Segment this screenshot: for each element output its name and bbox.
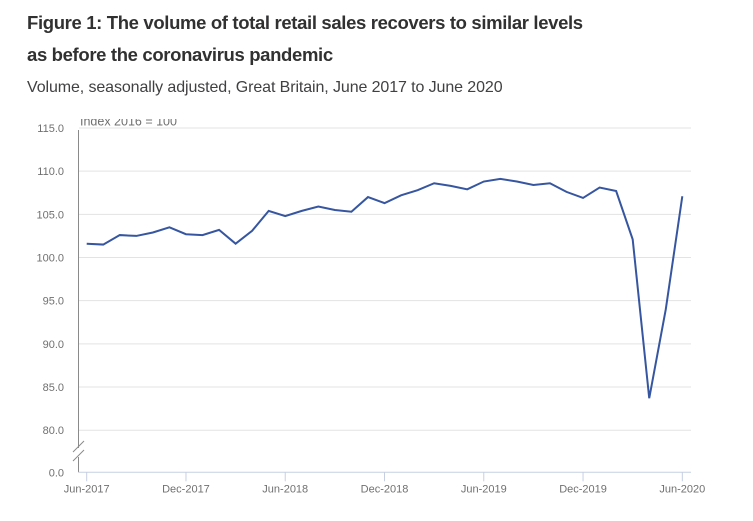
x-tick-label: Jun-2019	[461, 483, 507, 495]
data-point: Feb-2020: 107.7	[613, 188, 619, 194]
chart-title: Figure 1: The volume of total retail sal…	[27, 7, 727, 71]
y-tick-label: 110.0	[37, 166, 64, 178]
data-point: Jul-2018: 105.4	[299, 208, 305, 214]
chart-title-line-2: as before the coronavirus pandemic	[27, 44, 333, 65]
chart-subtitle: Volume, seasonally adjusted, Great Brita…	[27, 79, 503, 96]
data-point: Jan-2020: 108.1	[597, 185, 603, 191]
axis-break-mark	[72, 440, 85, 453]
data-point: Dec-2019: 106.9	[580, 195, 586, 201]
data-point: Nov-2018: 107	[365, 194, 371, 200]
series-line	[86, 177, 684, 399]
data-point: May-2018: 105.4	[266, 208, 272, 214]
data-point: Jul-2019: 109.1	[497, 176, 503, 182]
x-axis-ticks: Jun-2017 Dec-2017 Jun-2018 Dec-2018 Jun-2019…	[64, 472, 705, 495]
data-point: Sep-2017: 102.5	[133, 233, 139, 239]
data-point: Jan-2019: 107.2	[398, 192, 404, 198]
y-tick-label: 115.0	[37, 123, 64, 135]
data-point: Oct-2019: 108.6	[547, 180, 553, 186]
chart-title-line-1: Figure 1: The volume of total retail sal…	[27, 12, 583, 33]
data-point: Mar-2020: 102.1	[630, 236, 636, 242]
data-point: Dec-2017: 102.7	[183, 231, 189, 237]
data-point: Feb-2018: 103.2	[216, 227, 222, 233]
y-tick-label: 80.0	[43, 425, 64, 437]
data-point: May-2020: 94	[663, 306, 669, 312]
x-tick-label: Jun-2017	[64, 483, 110, 495]
data-point: Jun-2017: 101.6	[84, 241, 90, 247]
data-point: Oct-2018: 105.3	[348, 209, 354, 215]
data-point: Apr-2019: 108.3	[448, 183, 454, 189]
data-point: Aug-2019: 108.8	[514, 179, 520, 185]
x-tick-label: Jun-2018	[262, 483, 308, 495]
y-tick-label: 105.0	[36, 209, 64, 221]
data-point: Sep-2018: 105.5	[332, 207, 338, 213]
data-point: Jul-2017: 101.5	[100, 242, 106, 248]
y-tick-label: 85.0	[43, 382, 64, 394]
y-axis-tick-labels: 115.0 110.0 105.0 100.0 95.0 90.0 85.0 80.0 0.0	[36, 123, 64, 479]
data-point: Dec-2018: 106.3	[382, 200, 388, 206]
series-layer: Jun-2017: 101.6 Jul-2017: 101.5 Aug-2017: …	[84, 176, 685, 401]
data-point: Aug-2017: 102.6	[117, 232, 123, 238]
data-point: Jan-2018: 102.6	[200, 232, 206, 238]
data-point: Jun-2019: 108.8	[481, 179, 487, 185]
x-tick-label: Dec-2017	[162, 483, 210, 495]
y-axis-unit-label: Index 2016 = 100	[80, 115, 177, 129]
x-tick-label: Dec-2018	[361, 483, 409, 495]
data-point: Apr-2020: 83.7	[646, 395, 652, 401]
data-point: Mar-2018: 101.6	[233, 241, 239, 247]
data-point: Feb-2019: 107.8	[415, 187, 421, 193]
data-point: Oct-2017: 102.9	[150, 229, 156, 235]
data-point: Jun-2020: 107.1	[679, 193, 685, 199]
axis-break-mark	[72, 449, 85, 462]
data-point: Jun-2018: 104.8	[282, 213, 288, 219]
data-point: Nov-2017: 103.5	[166, 224, 172, 230]
data-point: Apr-2018: 103.1	[249, 228, 255, 234]
data-point: Mar-2019: 108.6	[431, 180, 437, 186]
y-tick-label-baseline: 0.0	[49, 467, 64, 479]
y-tick-label: 90.0	[43, 339, 64, 351]
data-point: Nov-2019: 107.6	[564, 189, 570, 195]
data-point: Aug-2018: 105.9	[315, 204, 321, 210]
gridlines	[79, 127, 691, 431]
y-tick-label: 100.0	[36, 253, 64, 265]
x-tick-label: Dec-2019	[559, 483, 607, 495]
y-tick-label: 95.0	[43, 296, 64, 308]
data-point: May-2019: 107.9	[464, 186, 470, 192]
x-tick-label: Jun-2020	[659, 483, 705, 495]
data-point: Sep-2019: 108.4	[530, 182, 536, 188]
